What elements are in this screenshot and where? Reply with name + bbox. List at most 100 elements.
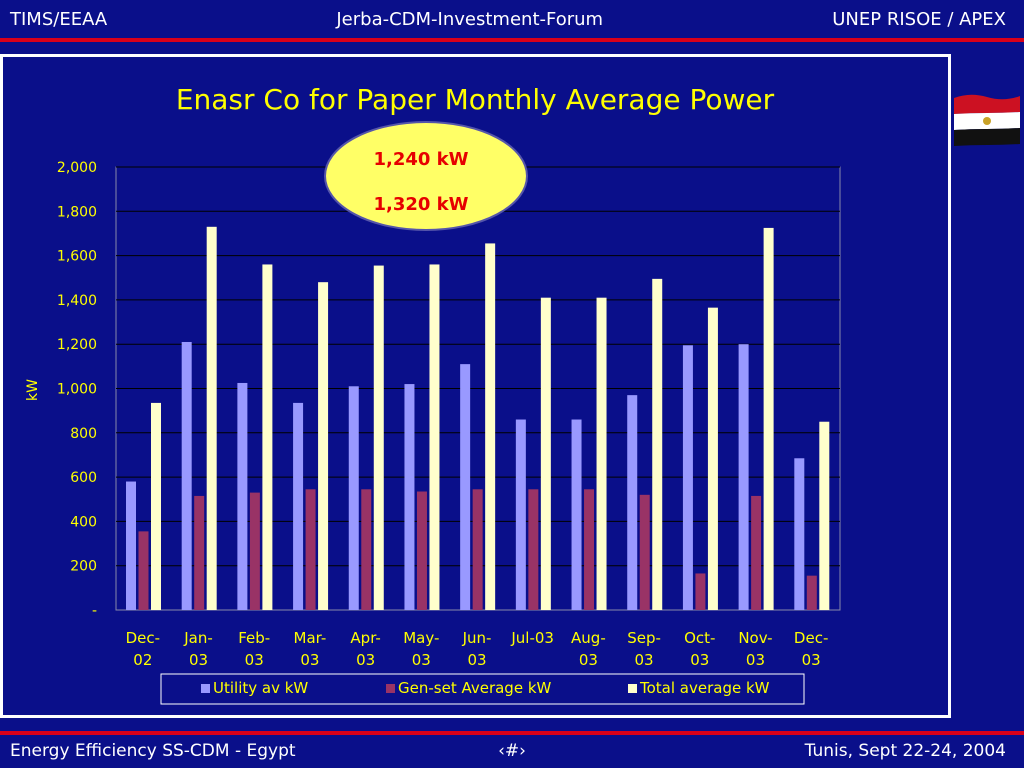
footer-red-rule bbox=[0, 731, 1024, 735]
bar-total bbox=[151, 402, 161, 610]
flag-black-band bbox=[954, 128, 1020, 146]
y-tick-label: 2,000 bbox=[57, 160, 97, 176]
bars bbox=[126, 226, 830, 611]
bar-genset bbox=[639, 494, 650, 610]
bar-total bbox=[652, 278, 663, 610]
slide-header: TIMS/EEAA Jerba-CDM-Investment-Forum UNE… bbox=[0, 0, 1024, 38]
bar-utility bbox=[682, 345, 693, 610]
x-tick-label: 03 bbox=[746, 651, 765, 669]
x-tick-label: Aug- bbox=[571, 629, 606, 647]
x-tick-label: 03 bbox=[690, 651, 709, 669]
y-tick-label: - bbox=[92, 603, 97, 619]
y-tick-label: 200 bbox=[70, 559, 97, 575]
bar-genset bbox=[249, 492, 260, 610]
x-tick-label: 03 bbox=[467, 651, 486, 669]
callout-oval: 1,240 kW 1,320 kW bbox=[324, 121, 528, 231]
x-tick-label: Jul-03 bbox=[510, 629, 554, 647]
y-tick-label: 1,000 bbox=[57, 382, 97, 398]
header-left-text: TIMS/EEAA bbox=[10, 8, 108, 30]
x-tick-label: 03 bbox=[412, 651, 431, 669]
footer-left-text: Energy Efficiency SS-CDM - Egypt bbox=[10, 741, 296, 761]
y-tick-label: 400 bbox=[70, 514, 97, 530]
bar-utility bbox=[627, 395, 638, 610]
bar-genset bbox=[528, 489, 539, 610]
bar-utility bbox=[571, 419, 582, 610]
bar-genset bbox=[695, 573, 706, 610]
chart-title: Enasr Co for Paper Monthly Average Power bbox=[176, 83, 775, 116]
legend: Utility av kW Gen-set Average kW Total a… bbox=[160, 673, 805, 705]
y-tick-label: 1,200 bbox=[57, 337, 97, 353]
header-red-rule bbox=[0, 38, 1024, 42]
x-tick-label: Feb- bbox=[238, 629, 270, 647]
egypt-flag-icon bbox=[954, 94, 1020, 146]
x-tick-label: Jun- bbox=[462, 629, 492, 647]
bar-utility bbox=[348, 386, 359, 610]
bar-total bbox=[206, 226, 217, 610]
footer-right-text: Tunis, Sept 22-24, 2004 bbox=[804, 741, 1006, 761]
x-tick-label: Sep- bbox=[627, 629, 661, 647]
x-axis-ticks: Dec- 02 Jan- 03 Feb- 03 Mar- 03 Apr- 03 May- 03 Jun-… bbox=[126, 629, 829, 669]
bar-total bbox=[318, 282, 329, 610]
bar-utility bbox=[293, 402, 304, 610]
y-tick-label: 800 bbox=[70, 426, 97, 442]
bar-total bbox=[540, 297, 551, 610]
bar-utility bbox=[460, 364, 471, 610]
bar-utility bbox=[181, 341, 192, 610]
gridlines bbox=[116, 166, 840, 567]
legend-label-genset: Gen-set Average kW bbox=[398, 679, 552, 697]
callout-ellipse bbox=[324, 121, 528, 231]
header-right-text: UNEP RISOE / APEX bbox=[832, 8, 1006, 30]
callout-line-1: 1,240 kW bbox=[373, 149, 468, 170]
x-tick-label: 03 bbox=[802, 651, 821, 669]
bar-utility bbox=[515, 419, 526, 610]
x-tick-label: Mar- bbox=[294, 629, 327, 647]
legend-label-utility: Utility av kW bbox=[213, 679, 308, 697]
slide-footer: Energy Efficiency SS-CDM - Egypt ‹#› Tun… bbox=[0, 737, 1024, 765]
legend-swatch-utility bbox=[201, 684, 210, 693]
bar-total bbox=[763, 227, 774, 610]
bar-utility bbox=[126, 481, 136, 610]
bar-genset bbox=[806, 575, 817, 610]
bar-total bbox=[429, 264, 440, 610]
header-center-text: Jerba-CDM-Investment-Forum bbox=[336, 8, 604, 30]
flag-eagle-emblem bbox=[983, 117, 991, 125]
flag-red-band bbox=[954, 94, 1020, 114]
bar-utility bbox=[738, 344, 749, 610]
bar-genset bbox=[751, 495, 762, 610]
callout-line-2: 1,320 kW bbox=[373, 194, 468, 215]
y-axis-ticks: - 200 400 600 800 1,000 1,200 1,400 1,600 1,800 2,… bbox=[57, 160, 97, 619]
x-tick-label: 02 bbox=[133, 651, 152, 669]
bar-total bbox=[485, 243, 496, 611]
bar-total bbox=[707, 307, 718, 610]
x-tick-label: 03 bbox=[356, 651, 375, 669]
x-tick-label: Oct- bbox=[684, 629, 715, 647]
bar-total bbox=[373, 265, 384, 610]
legend-swatch-genset bbox=[386, 684, 395, 693]
y-tick-label: 1,400 bbox=[57, 293, 97, 309]
bar-utility bbox=[237, 382, 248, 610]
bar-total bbox=[262, 264, 273, 610]
bar-genset bbox=[416, 491, 427, 610]
x-tick-label: 03 bbox=[245, 651, 264, 669]
x-tick-label: May- bbox=[403, 629, 439, 647]
x-tick-label: Dec- bbox=[126, 629, 160, 647]
x-tick-label: 03 bbox=[300, 651, 319, 669]
bar-utility bbox=[794, 458, 805, 610]
legend-label-total: Total average kW bbox=[639, 679, 770, 697]
bar-genset bbox=[194, 495, 205, 610]
legend-box bbox=[160, 673, 805, 705]
x-tick-label: Apr- bbox=[350, 629, 380, 647]
x-tick-label: Dec- bbox=[794, 629, 828, 647]
x-tick-label: 03 bbox=[635, 651, 654, 669]
x-tick-label: Jan- bbox=[183, 629, 213, 647]
bar-genset bbox=[472, 489, 483, 610]
bar-genset bbox=[138, 531, 149, 610]
y-tick-label: 600 bbox=[70, 470, 97, 486]
y-tick-label: 1,800 bbox=[57, 204, 97, 220]
x-tick-label: 03 bbox=[189, 651, 208, 669]
bar-genset bbox=[361, 489, 372, 610]
bar-genset bbox=[305, 489, 316, 610]
x-tick-label: 03 bbox=[579, 651, 598, 669]
y-tick-label: 1,600 bbox=[57, 249, 97, 265]
bar-total bbox=[596, 297, 607, 610]
